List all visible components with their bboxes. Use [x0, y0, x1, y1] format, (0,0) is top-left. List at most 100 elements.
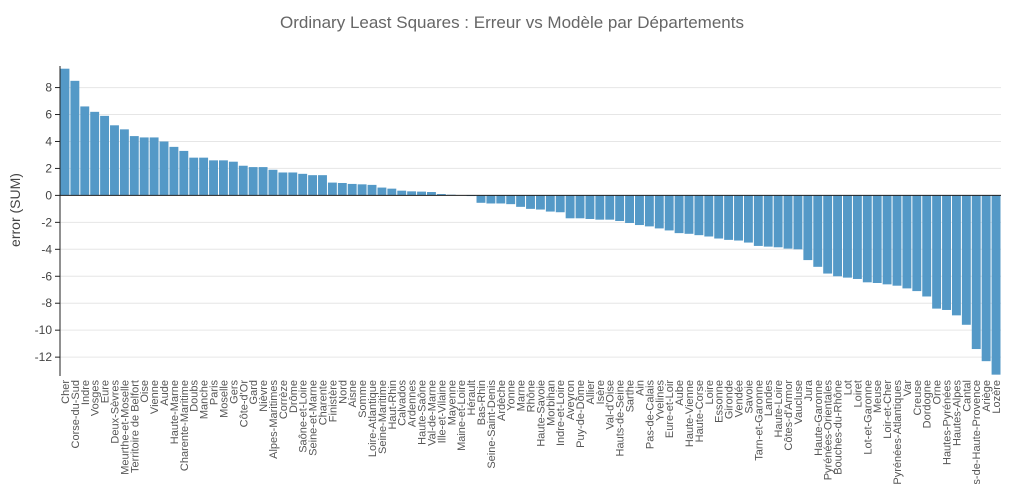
bar-lot-et-garonne[interactable]: [862, 195, 872, 283]
bar-allier[interactable]: [585, 195, 595, 219]
bar-ni-vre[interactable]: [258, 167, 268, 196]
bar-pyr-n-es-atlantiques[interactable]: [892, 195, 902, 286]
bar-eure[interactable]: [100, 115, 110, 196]
bar-moselle[interactable]: [218, 160, 228, 196]
bar-corse-du-sud[interactable]: [70, 80, 80, 196]
bar-seine-et-marne[interactable]: [308, 175, 318, 196]
bar-doubs[interactable]: [189, 157, 199, 196]
bar-oise[interactable]: [139, 137, 149, 196]
bar-haut-rhin[interactable]: [387, 188, 397, 196]
x-tick-label: Var: [902, 380, 914, 397]
bar-aube[interactable]: [674, 195, 684, 234]
bar-vaucluse[interactable]: [793, 195, 803, 250]
bar-vienne[interactable]: [149, 137, 159, 196]
bar-jura[interactable]: [803, 195, 813, 261]
bar-yvelines[interactable]: [654, 195, 664, 229]
bar-hautes-alpes[interactable]: [951, 195, 961, 316]
bar-ari-ge[interactable]: [981, 195, 991, 362]
y-tick-label: -12: [35, 350, 53, 364]
bar-nord[interactable]: [337, 182, 347, 196]
bar-calvados[interactable]: [397, 190, 407, 196]
x-tick-label: Ardèche: [496, 380, 508, 421]
bar-savoie[interactable]: [743, 195, 753, 243]
bar-cher[interactable]: [60, 68, 70, 196]
bar-aude[interactable]: [159, 141, 169, 196]
bar-meurthe-et-moselle[interactable]: [119, 129, 129, 196]
bar-bouches-du-rh-ne[interactable]: [833, 195, 843, 277]
bar-vosges[interactable]: [90, 111, 100, 196]
bar-dr-me[interactable]: [288, 172, 298, 196]
bar-finist-re[interactable]: [327, 182, 337, 196]
bar-ardennes[interactable]: [407, 191, 417, 196]
bar-dordogne[interactable]: [922, 195, 932, 297]
bar-essonne[interactable]: [714, 195, 724, 239]
bar-haute-garonne[interactable]: [813, 195, 823, 267]
x-tick-label: Maine-et-Loire: [456, 380, 468, 451]
bar-is-re[interactable]: [595, 195, 605, 220]
bar-val-de-marne[interactable]: [426, 192, 436, 196]
x-tick-label: Somme: [357, 380, 369, 418]
bar-deux-s-vres[interactable]: [110, 125, 119, 196]
bar-indre-et-loire[interactable]: [555, 195, 565, 213]
bar-lot[interactable]: [843, 195, 852, 278]
bar-ard-che[interactable]: [496, 195, 506, 204]
bar-paris[interactable]: [209, 160, 218, 196]
bar-var[interactable]: [902, 195, 912, 289]
bar-meuse[interactable]: [872, 195, 882, 283]
bar-bas-rhin[interactable]: [476, 195, 486, 203]
bar-aisne[interactable]: [347, 183, 357, 196]
bar-loir-et-cher[interactable]: [882, 195, 892, 285]
bar-gers[interactable]: [228, 161, 238, 196]
bar-manche[interactable]: [199, 157, 209, 196]
bar-rh-ne[interactable]: [526, 195, 535, 209]
bar-alpes-de-haute-provence[interactable]: [971, 195, 981, 350]
bar-territoire-de-belfort[interactable]: [129, 136, 139, 196]
bar-haute-loire[interactable]: [773, 195, 783, 248]
bar-creuse[interactable]: [912, 195, 922, 292]
bar-landes[interactable]: [763, 195, 773, 247]
bar-haute-savoie[interactable]: [535, 195, 545, 210]
bar-corr-ze[interactable]: [278, 172, 288, 196]
bar-val-d-oise[interactable]: [605, 195, 615, 220]
x-tick-label: Haute-Vienne: [684, 380, 696, 447]
bar-hauts-de-seine[interactable]: [615, 195, 625, 221]
bar-indre[interactable]: [80, 106, 90, 196]
bar-charente[interactable]: [318, 175, 327, 196]
bar-alpes-maritimes[interactable]: [268, 169, 278, 196]
x-tick-label: Yonne: [506, 380, 518, 411]
bar-vend-e[interactable]: [734, 195, 743, 241]
x-tick-label: Saône-et-Loire: [298, 380, 310, 453]
bar-haute-corse[interactable]: [694, 195, 704, 236]
bar-somme[interactable]: [357, 184, 367, 196]
bar-orne[interactable]: [932, 195, 942, 309]
bar-morbihan[interactable]: [545, 195, 555, 212]
bar-ain[interactable]: [635, 195, 644, 226]
bar-aveyron[interactable]: [565, 195, 575, 219]
bar-gironde[interactable]: [724, 195, 734, 240]
bar-sa-ne-et-loire[interactable]: [298, 173, 308, 196]
bar-loiret[interactable]: [852, 195, 862, 279]
bar-loz-re[interactable]: [991, 195, 1001, 375]
bar-gard[interactable]: [248, 167, 258, 196]
bar-pyr-n-es-orientales[interactable]: [823, 195, 833, 274]
bar-puy-de-d-me[interactable]: [575, 195, 585, 219]
bar-haute-marne[interactable]: [169, 146, 179, 196]
bar-haute-vienne[interactable]: [684, 195, 694, 234]
bar-cantal[interactable]: [961, 195, 971, 325]
bar-yonne[interactable]: [506, 195, 516, 205]
bar-sarthe[interactable]: [625, 195, 635, 224]
bar-ille-et-vilaine[interactable]: [436, 194, 446, 196]
bar-tarn-et-garonne[interactable]: [753, 195, 763, 246]
bar-hautes-pyr-n-es[interactable]: [942, 195, 951, 310]
bar-seine-maritime[interactable]: [377, 187, 387, 196]
bar-loire-atlantique[interactable]: [367, 184, 377, 196]
bar-charente-maritime[interactable]: [179, 150, 189, 196]
bar-haute-sa-ne[interactable]: [417, 191, 426, 196]
bar-loire[interactable]: [704, 195, 714, 237]
bar-c-te-d-or[interactable]: [238, 165, 248, 196]
bar-eure-et-loir[interactable]: [664, 195, 674, 231]
bar-seine-saint-denis[interactable]: [486, 195, 496, 204]
bar-c-tes-d-armor[interactable]: [783, 195, 793, 249]
bar-pas-de-calais[interactable]: [644, 195, 654, 227]
bar-marne[interactable]: [516, 195, 526, 207]
